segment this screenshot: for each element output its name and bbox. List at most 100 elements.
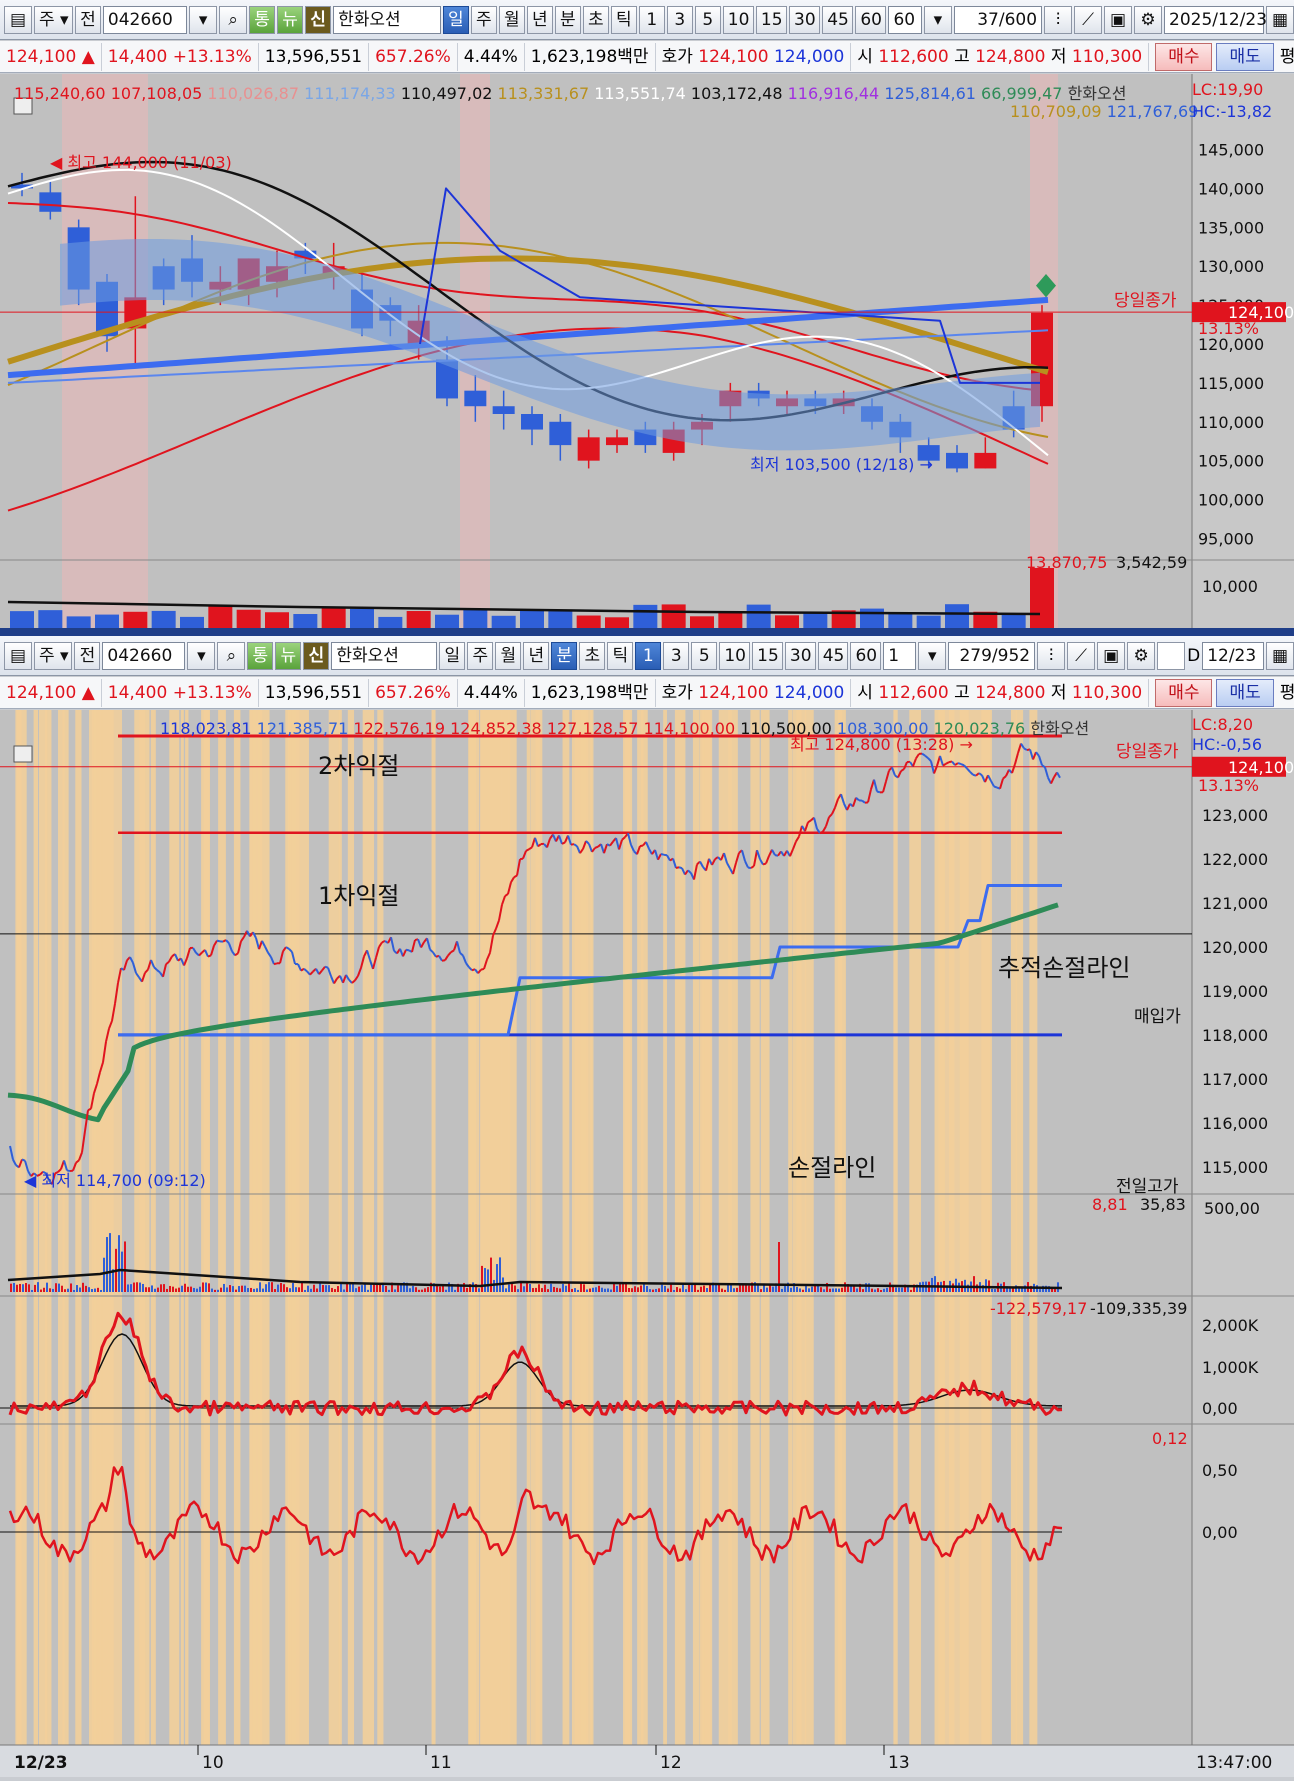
d-checkbox[interactable]	[1157, 642, 1185, 670]
candle-icon[interactable]: ⫶	[1037, 642, 1065, 670]
y-tick-label: 116,000	[1202, 1114, 1268, 1133]
session-band	[234, 710, 241, 1745]
period-year-tab[interactable]: 년	[523, 642, 549, 670]
sell-button[interactable]: 매도	[1216, 43, 1273, 71]
minute-candle	[958, 763, 961, 764]
news-button[interactable]: 뉴	[275, 642, 301, 670]
interval-5[interactable]: 5	[691, 642, 717, 670]
period-month-tab[interactable]: 월	[499, 6, 525, 34]
search-icon[interactable]: ⌕	[217, 642, 245, 670]
volume-bar	[739, 1285, 741, 1292]
volume-bar	[520, 610, 544, 628]
interval-60[interactable]: 60	[850, 642, 881, 670]
prev-button[interactable]: 전	[74, 642, 100, 670]
interval-1[interactable]: 1	[639, 6, 665, 34]
interval-10[interactable]: 10	[719, 642, 750, 670]
take-profit-2-label: 2차익절	[318, 746, 400, 781]
stock-name-field[interactable]: 한화오션	[331, 642, 437, 670]
period-day-tab[interactable]: 일	[439, 642, 465, 670]
gear-icon[interactable]: ⚙	[1127, 642, 1155, 670]
interval-3[interactable]: 3	[663, 642, 689, 670]
gear-icon[interactable]: ⚙	[1134, 6, 1162, 34]
minute-candle	[10, 1146, 13, 1160]
ind2-tick-label: 0,50	[1202, 1461, 1238, 1480]
period-year-tab[interactable]: 년	[527, 6, 553, 34]
sell-button[interactable]: 매도	[1216, 679, 1273, 707]
buy-button[interactable]: 매수	[1155, 679, 1212, 707]
period-second-tab[interactable]: 초	[579, 642, 605, 670]
interval-15[interactable]: 15	[756, 6, 787, 34]
volume-bar	[13, 1283, 15, 1292]
price: 124,100 ▲	[0, 679, 102, 707]
date-field[interactable]: 2025/12/23	[1164, 6, 1264, 34]
volume-bar	[571, 1289, 573, 1292]
stock-code-field[interactable]: 042660	[103, 6, 187, 34]
eval-button[interactable]: 평	[1274, 679, 1294, 707]
calendar-icon[interactable]: ▦	[1266, 642, 1294, 670]
chevron-down-icon[interactable]: ▾	[918, 642, 946, 670]
volume-bar	[1054, 1289, 1056, 1292]
stock-code-field[interactable]: 042660	[102, 642, 185, 670]
prev-button[interactable]: 전	[75, 6, 101, 34]
panel-separator[interactable]	[0, 628, 1294, 636]
interval-45[interactable]: 45	[818, 642, 849, 670]
buy-button[interactable]: 매수	[1155, 43, 1212, 71]
count-field[interactable]: 279/952	[948, 642, 1035, 670]
interval-1[interactable]: 1	[635, 642, 661, 670]
cloud-band	[60, 239, 1040, 450]
period-tick-tab[interactable]: 틱	[607, 642, 633, 670]
period-minute-tab[interactable]: 분	[551, 642, 577, 670]
session-band	[893, 710, 897, 1745]
calendar-icon[interactable]: ▦	[1266, 6, 1294, 34]
save-icon[interactable]: ▣	[1097, 642, 1125, 670]
interval-30[interactable]: 30	[789, 6, 820, 34]
chart-menu-icon[interactable]: ▤	[4, 642, 32, 670]
dropdown-arrow-icon[interactable]: ▾	[187, 642, 215, 670]
candle-icon[interactable]: ⫶	[1044, 6, 1072, 34]
interval-3[interactable]: 3	[667, 6, 693, 34]
volume-bar	[633, 605, 657, 628]
minute-candle	[229, 943, 232, 951]
minute-candle	[439, 956, 442, 961]
interval-5[interactable]: 5	[695, 6, 721, 34]
interval-field[interactable]: 60	[888, 6, 921, 34]
eval-button[interactable]: 평	[1274, 43, 1294, 71]
period-tick-tab[interactable]: 틱	[611, 6, 637, 34]
daily-chart[interactable]: 145,000140,000135,000130,000125,000120,0…	[0, 74, 1294, 628]
news-button[interactable]: 뉴	[277, 6, 303, 34]
interval-30[interactable]: 30	[785, 642, 816, 670]
daily-candle	[493, 406, 515, 414]
interval-15[interactable]: 15	[752, 642, 783, 670]
type-selector[interactable]: 주 ▾	[34, 6, 73, 34]
interval-field[interactable]: 1	[883, 642, 916, 670]
period-week-tab[interactable]: 주	[471, 6, 497, 34]
chart-menu-icon[interactable]: ▤	[4, 6, 32, 34]
type-selector[interactable]: 주 ▾	[34, 642, 72, 670]
trend-icon[interactable]: ⟋	[1067, 642, 1095, 670]
tong-button[interactable]: 통	[247, 642, 273, 670]
dropdown-arrow-icon[interactable]: ▾	[189, 6, 217, 34]
minute-candle	[193, 948, 196, 953]
volume-bar	[829, 1289, 831, 1292]
count-field[interactable]: 37/600	[954, 6, 1042, 34]
trend-icon[interactable]: ⟋	[1074, 6, 1102, 34]
search-icon[interactable]: ⌕	[219, 6, 247, 34]
period-second-tab[interactable]: 초	[583, 6, 609, 34]
tong-button[interactable]: 통	[249, 6, 275, 34]
stock-name-field[interactable]: 한화오션	[333, 6, 441, 34]
date-field[interactable]: 12/23	[1202, 642, 1264, 670]
turnover: 4.44%	[458, 679, 525, 707]
interval-60[interactable]: 60	[855, 6, 886, 34]
save-icon[interactable]: ▣	[1104, 6, 1132, 34]
period-week-tab[interactable]: 주	[467, 642, 493, 670]
minute-candle	[208, 955, 211, 956]
period-minute-tab[interactable]: 분	[555, 6, 581, 34]
minute-candle	[856, 798, 859, 801]
interval-45[interactable]: 45	[822, 6, 853, 34]
period-day-tab[interactable]: 일	[443, 6, 469, 34]
interval-10[interactable]: 10	[723, 6, 754, 34]
period-month-tab[interactable]: 월	[495, 642, 521, 670]
volume-bar	[435, 615, 459, 628]
chevron-down-icon[interactable]: ▾	[924, 6, 952, 34]
